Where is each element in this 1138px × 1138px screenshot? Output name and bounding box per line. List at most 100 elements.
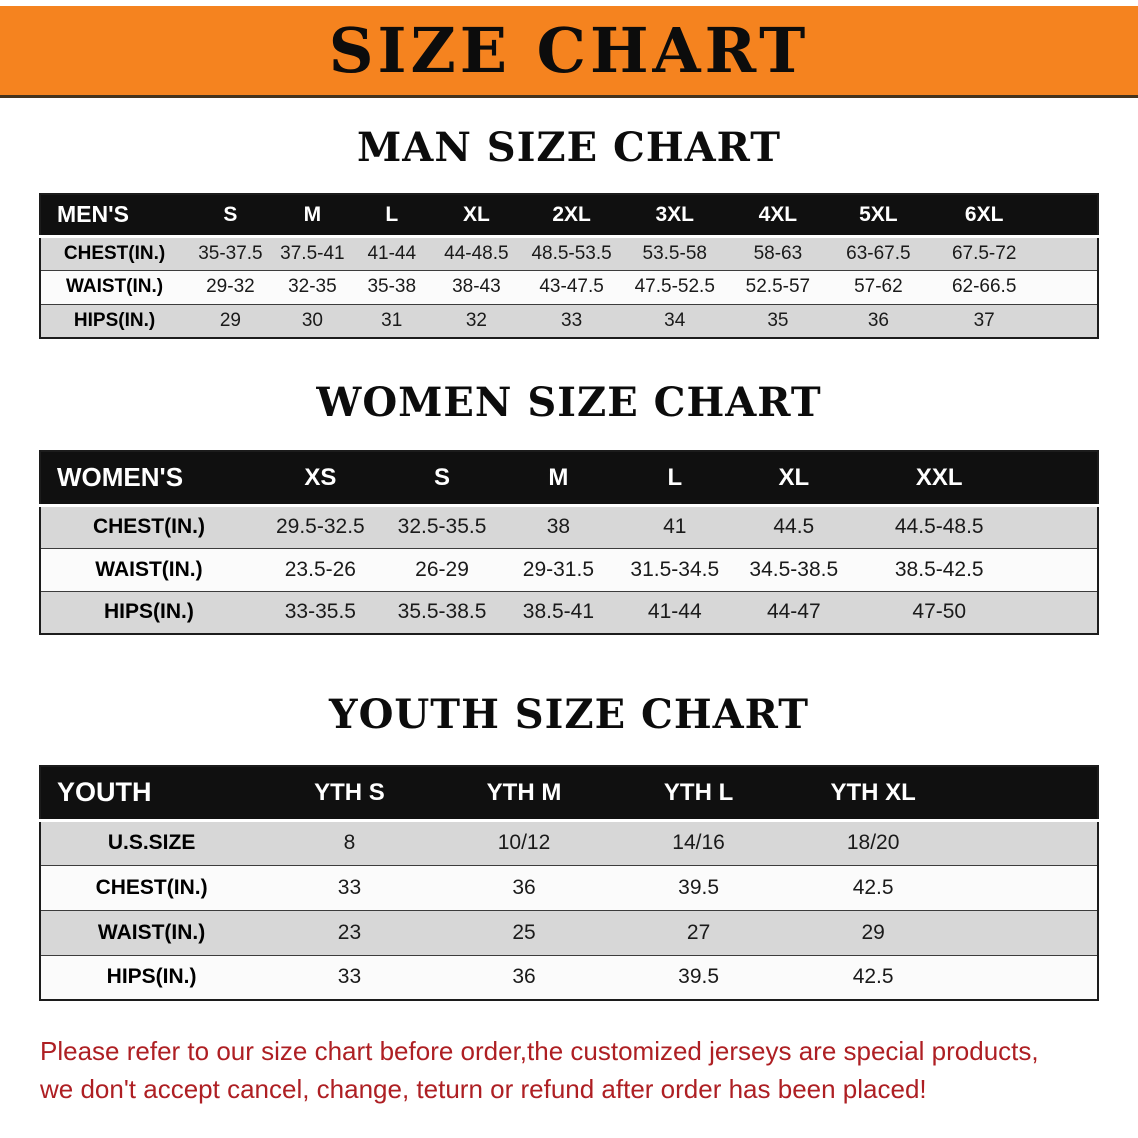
cell: 35-38	[367, 276, 417, 297]
cell: 39.5	[678, 875, 720, 899]
youth-waist-row: WAIST(IN.) 23 25 27 29	[40, 910, 1098, 955]
spacer-cell	[1024, 548, 1098, 591]
column-header: XS	[256, 451, 384, 507]
cell: 33-35.5	[284, 600, 356, 624]
youth-heading: YOUTH SIZE CHART	[329, 691, 809, 738]
cell: 31.5-34.5	[630, 557, 720, 581]
cell: 67.5-72	[951, 242, 1017, 264]
row-label: WAIST(IN.)	[95, 557, 203, 581]
cell: 35	[767, 309, 789, 331]
cell: 33	[337, 875, 362, 899]
men-section: MAN SIZE CHART MEN'S S M L XL 2XL 3XL 4X…	[0, 124, 1138, 339]
cell: 44-48.5	[444, 242, 509, 264]
column-header: 3XL	[621, 194, 728, 238]
column-header: S	[383, 451, 501, 507]
note-line-2: we don't accept cancel, change, teturn o…	[40, 1073, 927, 1104]
cell: 33	[337, 965, 362, 989]
cell: 41	[663, 515, 687, 538]
cell: 29	[861, 920, 885, 944]
cell: 30	[301, 309, 323, 331]
column-header: L	[352, 194, 432, 238]
women-header-row: WOMEN'S XS S M L XL XXL	[40, 451, 1098, 507]
youth-hips-row: HIPS(IN.) 33 36 39.5 42.5	[40, 955, 1098, 1000]
women-waist-row: WAIST(IN.) 23.5-26 26-29 29-31.5 31.5-34…	[40, 548, 1098, 591]
column-header: XL	[732, 451, 855, 507]
cell: 27	[686, 920, 711, 944]
size-chart-page: SIZE CHART MAN SIZE CHART MEN'S S M L XL…	[0, 6, 1138, 1108]
column-header: YTH XL	[785, 766, 961, 822]
cell: 44-47	[766, 600, 821, 624]
men-waist-row: WAIST(IN.) 29-32 32-35 35-38 38-43 43-47…	[40, 270, 1098, 304]
cell: 53.5-58	[642, 242, 707, 264]
cell: 8	[343, 831, 356, 854]
cell: 32	[465, 309, 487, 331]
column-header: 5XL	[828, 194, 929, 238]
cell: 38	[546, 515, 571, 538]
page-title: SIZE CHART	[328, 14, 810, 87]
column-header: M	[272, 194, 353, 238]
row-label: CHEST(IN.)	[63, 242, 166, 264]
note-line-1: Please refer to our size chart before or…	[40, 1036, 1039, 1066]
column-header: S	[188, 194, 273, 238]
men-size-table: MEN'S S M L XL 2XL 3XL 4XL 5XL 6XL CHEST…	[39, 193, 1099, 339]
cell: 35.5-38.5	[397, 600, 487, 624]
disclaimer-note: Please refer to our size chart before or…	[40, 1033, 1138, 1108]
youth-section: YOUTH SIZE CHART YOUTH YTH S YTH M YTH L…	[0, 691, 1138, 1001]
spacer-cell	[960, 865, 1098, 910]
row-label: U.S.SIZE	[107, 831, 196, 854]
row-label: HIPS(IN.)	[104, 600, 194, 624]
women-size-table: WOMEN'S XS S M L XL XXL CHEST(IN.) 29.5-…	[39, 450, 1099, 635]
cell: 32-35	[288, 276, 337, 297]
cell: 41-44	[367, 242, 417, 264]
spacer-cell	[1040, 236, 1098, 270]
row-label: CHEST(IN.)	[95, 875, 208, 899]
cell: 25	[512, 920, 536, 944]
women-section: WOMEN SIZE CHART WOMEN'S XS S M L XL XXL	[0, 379, 1138, 635]
cell: 32.5-35.5	[397, 515, 487, 538]
column-header: YTH S	[262, 766, 437, 822]
spacer-cell	[1023, 451, 1098, 507]
column-header: L	[616, 451, 733, 507]
column-header: YTH M	[436, 766, 612, 822]
cell: 44.5-48.5	[894, 515, 984, 538]
cell: 31	[381, 309, 403, 331]
cell: 52.5-57	[745, 276, 811, 297]
spacer-cell	[960, 955, 1098, 1000]
cell: 33	[561, 309, 583, 331]
cell: 43-47.5	[539, 276, 604, 297]
column-header: XXL	[854, 451, 1024, 507]
row-label: CHEST(IN.)	[92, 515, 205, 538]
youth-header-row: YOUTH YTH S YTH M YTH L YTH XL	[40, 766, 1098, 822]
cell: 57-62	[854, 276, 903, 297]
cell: 34.5-38.5	[749, 557, 839, 581]
men-table-label: MEN'S	[40, 194, 189, 238]
spacer-cell	[1039, 194, 1098, 238]
cell: 36	[512, 875, 536, 899]
cell: 41-44	[647, 600, 702, 624]
spacer-cell	[1024, 505, 1098, 548]
youth-size-table: YOUTH YTH S YTH M YTH L YTH XL U.S.SIZE …	[39, 765, 1099, 1001]
cell: 37.5-41	[280, 242, 345, 264]
spacer-cell	[960, 910, 1098, 955]
men-chest-row: CHEST(IN.) 35-37.5 37.5-41 41-44 44-48.5…	[40, 236, 1098, 270]
men-hips-row: HIPS(IN.) 29 30 31 32 33 34 35 36 37	[40, 304, 1098, 338]
row-label: HIPS(IN.)	[73, 309, 156, 331]
cell: 38.5-42.5	[894, 557, 984, 581]
men-header-row: MEN'S S M L XL 2XL 3XL 4XL 5XL 6XL	[40, 194, 1098, 238]
cell: 29	[219, 309, 241, 331]
spacer-cell	[1040, 270, 1098, 304]
cell: 35-37.5	[198, 242, 263, 264]
youth-chest-row: CHEST(IN.) 33 36 39.5 42.5	[40, 865, 1098, 910]
cell: 38-43	[452, 276, 501, 297]
column-header: 6XL	[928, 194, 1040, 238]
cell: 23	[337, 920, 362, 944]
men-heading: MAN SIZE CHART	[357, 124, 781, 171]
women-table-label: WOMEN'S	[40, 451, 257, 507]
women-heading: WOMEN SIZE CHART	[316, 379, 822, 426]
spacer-cell	[960, 820, 1098, 865]
spacer-cell	[1024, 591, 1098, 634]
column-header: XL	[431, 194, 522, 238]
cell: 63-67.5	[846, 242, 911, 264]
cell: 29-32	[206, 276, 255, 297]
cell: 36	[867, 309, 889, 331]
